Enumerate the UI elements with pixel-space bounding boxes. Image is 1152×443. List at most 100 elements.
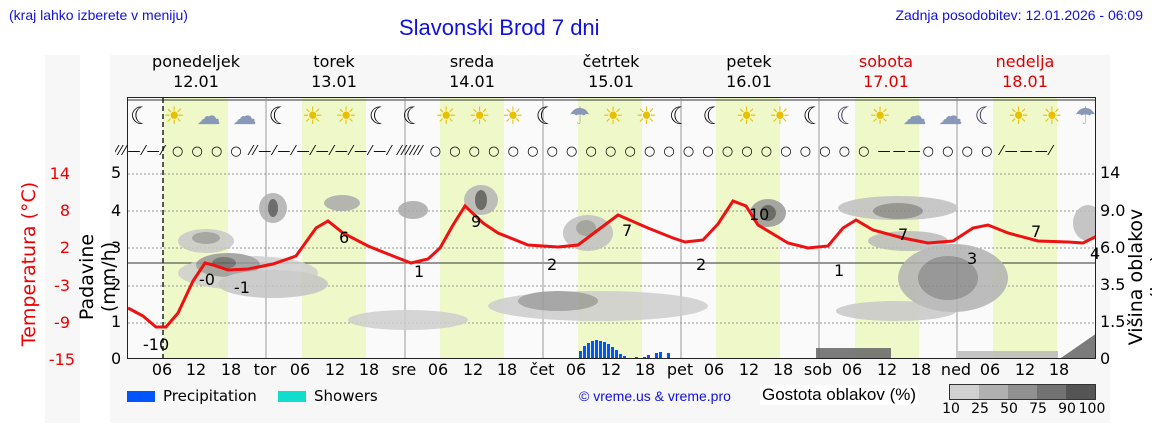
day-header-fri: petek 16.01: [689, 52, 809, 92]
temp-tick: 14: [49, 164, 70, 183]
temp-tick: 8: [59, 201, 70, 220]
day-header-sat: sobota 17.01: [826, 52, 946, 92]
x-tick: 12: [738, 360, 760, 379]
cloud-sun-icon: ☀: [301, 102, 324, 130]
sun-cloud-icon: ☀: [335, 102, 357, 130]
precip-tick: 2: [111, 275, 122, 294]
copyright-link[interactable]: © vreme.us & vreme.pro: [579, 388, 731, 404]
wind-barbs-row: ⁄⁄⁄—⁄—⁄ ○ ○ ○ ○ ⁄⁄—⁄—⁄—⁄—⁄—⁄—⁄—⁄ ⁄⁄⁄⁄⁄⁄ …: [115, 144, 1054, 159]
scale-label: 10: [942, 401, 960, 417]
day-name: sreda: [449, 52, 495, 71]
x-tick: pet: [666, 360, 694, 379]
cloud-tick: 6.0: [1100, 238, 1126, 257]
scale-label: 90: [1058, 401, 1076, 417]
x-tick: 18: [220, 360, 242, 379]
menu-hint: (kraj lahko izberete v meniju): [9, 7, 188, 23]
precip-bars: [579, 340, 670, 358]
day-date: 17.01: [863, 72, 909, 91]
last-update: Zadnja posodobitev: 12.01.2026 - 06:09: [895, 7, 1143, 23]
day-name: petek: [726, 52, 772, 71]
temperature-axis-title: Temperatura (°C): [18, 181, 40, 347]
cloud-rain-icon: ☂: [568, 102, 591, 130]
moon-cloud-icon: ☾: [535, 102, 557, 130]
page-title: Slavonski Brod 7 dni: [399, 15, 600, 40]
temp-tick: -9: [54, 313, 70, 332]
x-tick: 12: [324, 360, 346, 379]
x-tick: 06: [841, 360, 863, 379]
daylight-bands: [163, 98, 1057, 358]
x-tick: 18: [358, 360, 380, 379]
x-tick: sre: [391, 360, 417, 379]
day-date: 13.01: [311, 72, 357, 91]
precip-tick: 3: [111, 238, 122, 257]
moon-cloud-icon: ☾: [368, 102, 391, 130]
temp-label: 6: [339, 228, 350, 247]
cloud-tick: 1.5: [1100, 312, 1126, 331]
temp-label: 9: [471, 212, 482, 231]
precip-tick: 1: [111, 312, 122, 331]
day-date: 12.01: [173, 72, 219, 91]
day-header-tue: torek 13.01: [274, 52, 394, 92]
cloudy-icon: ☁: [938, 102, 963, 130]
moon-cloud-icon: ☾: [401, 102, 424, 130]
day-name: nedelja: [995, 52, 1055, 71]
day-name: torek: [313, 52, 355, 71]
temp-label: 7: [622, 221, 633, 240]
temp-tick: -3: [54, 276, 70, 295]
x-tick: 06: [979, 360, 1001, 379]
day-name: ponedeljek: [152, 52, 240, 71]
sun-cloud-icon: ☀: [163, 102, 185, 130]
cloud-axis-title: Višina oblakov (km): [1125, 208, 1152, 346]
cloud-density-scale: [949, 384, 1096, 400]
temp-label: 2: [696, 255, 707, 274]
day-header-thu: četrtek 15.01: [551, 52, 671, 92]
sun-cloud-icon: ☀: [769, 102, 791, 130]
temp-tick: -15: [48, 350, 75, 369]
cloudy-icon: ☁: [902, 102, 927, 130]
cloud-tick: 0: [1100, 349, 1111, 368]
moon-fog-icon: ☾: [974, 102, 996, 130]
temp-label: -10: [143, 335, 170, 354]
moon-cloud-rain-icon: ☾: [668, 102, 691, 130]
x-tick: 18: [1048, 360, 1070, 379]
moon-fog-icon: ☾: [835, 102, 858, 130]
cloud-sun-icon: ☀: [502, 102, 524, 130]
scale-label: 100: [1078, 401, 1106, 417]
temperature-line: [128, 199, 1095, 329]
sun-fog-icon: ☀: [1007, 102, 1030, 130]
weather-icons-row: ☾ ☀ ☁ ☁ ☾ ☀ ☀ ☾ ☾ ☀ ☀ ☀ ☾ ☂ ☀ ☀ ☾ ☾ ☀ ☀ …: [130, 98, 1096, 138]
x-tick: 12: [185, 360, 207, 379]
x-tick: čet: [529, 360, 555, 379]
moon-cloud-icon: ☾: [702, 102, 724, 130]
x-tick: 06: [427, 360, 449, 379]
moon-cloud-icon: ☾: [802, 102, 824, 130]
scale-label: 50: [1000, 401, 1018, 417]
temp-label: 4: [1090, 244, 1101, 263]
x-tick: 12: [462, 360, 484, 379]
x-tick: 06: [289, 360, 311, 379]
cloud-tick: 9.0: [1100, 201, 1126, 220]
cloud-tick: 14: [1100, 163, 1121, 182]
x-tick: 18: [910, 360, 932, 379]
x-tick: 12: [876, 360, 898, 379]
sun-cloud-icon: ☀: [735, 102, 758, 130]
temp-label: 1: [414, 262, 425, 281]
temp-label: 7: [898, 225, 909, 244]
temp-label: 10: [749, 205, 770, 224]
x-tick: sob: [803, 360, 833, 379]
cloud-sun-rain-icon: ☀: [1041, 102, 1063, 130]
x-tick: 18: [772, 360, 794, 379]
day-header-wed: sreda 14.01: [412, 52, 532, 92]
precip-tick: 4: [111, 201, 122, 220]
x-tick: 12: [1014, 360, 1036, 379]
day-header-sun: nedelja 18.01: [965, 52, 1085, 92]
sun-cloud-icon: ☀: [435, 102, 457, 130]
x-tick: 18: [496, 360, 518, 379]
cloudy-icon: ☁: [232, 102, 257, 130]
temp-label: 1: [834, 261, 845, 280]
x-tick: 06: [151, 360, 173, 379]
legend-showers: Showers: [278, 387, 378, 405]
precip-tick: 5: [111, 163, 122, 182]
cloud-tick: 3.5: [1100, 275, 1126, 294]
day-date: 15.01: [588, 72, 634, 91]
